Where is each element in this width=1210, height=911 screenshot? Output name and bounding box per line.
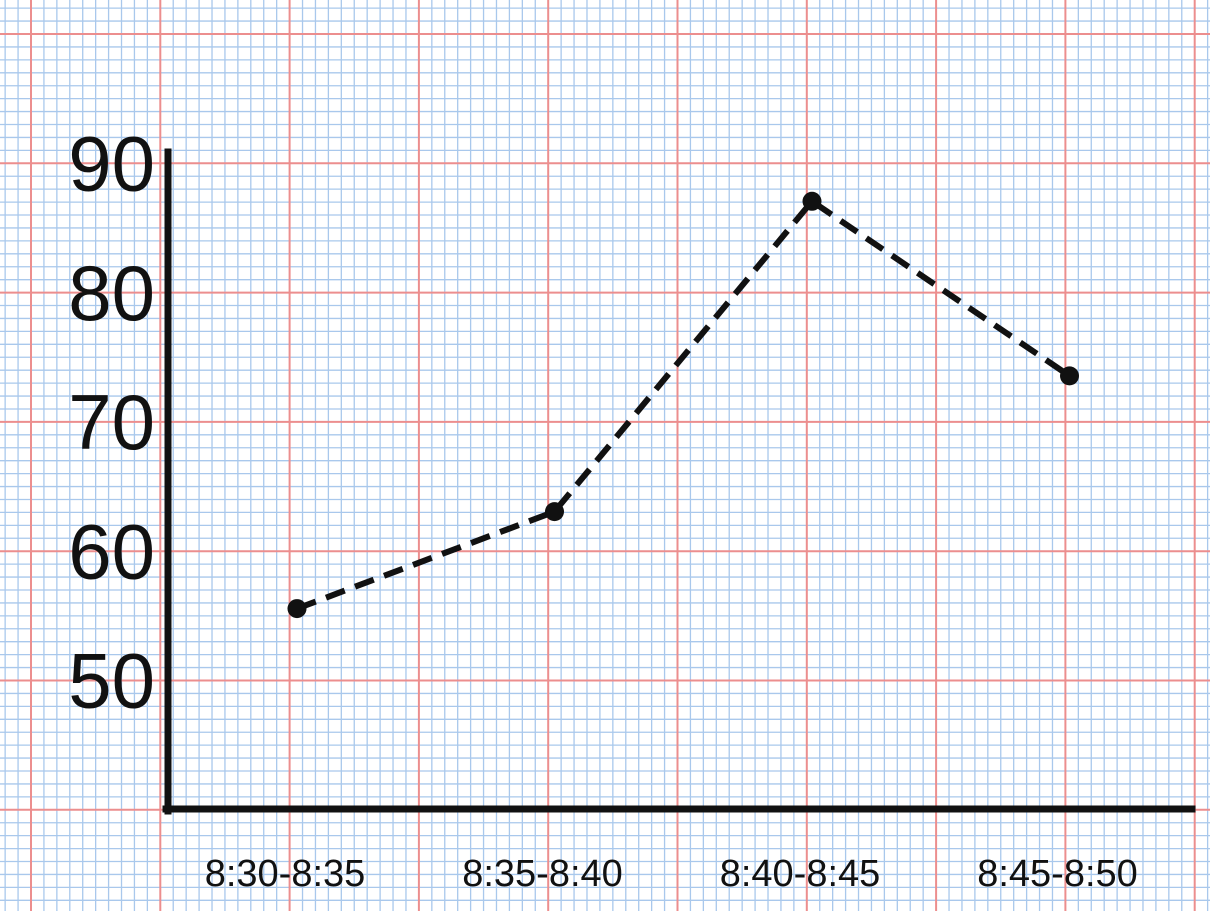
- x-tick-label: 8:40-8:45: [720, 853, 881, 895]
- data-point: [545, 502, 564, 522]
- x-tick-label: 8:45-8:50: [977, 853, 1138, 895]
- x-tick-label: 8:30-8:35: [205, 853, 366, 895]
- y-tick-label: 70: [68, 378, 155, 466]
- y-tick-label: 50: [68, 637, 155, 725]
- y-tick-label: 90: [68, 120, 155, 208]
- y-tick-label: 60: [68, 507, 155, 595]
- data-point: [1060, 366, 1079, 386]
- data-series: [287, 191, 1079, 619]
- y-axis-tick-labels: 50 60 70 80 90: [68, 120, 155, 725]
- data-point: [287, 599, 307, 619]
- series-line: [295, 198, 1072, 612]
- y-tick-label: 80: [68, 249, 155, 337]
- data-point: [802, 191, 822, 211]
- x-axis-tick-labels: 8:30-8:35 8:35-8:40 8:40-8:45 8:45-8:50: [205, 853, 1138, 895]
- x-tick-label: 8:35-8:40: [462, 853, 623, 895]
